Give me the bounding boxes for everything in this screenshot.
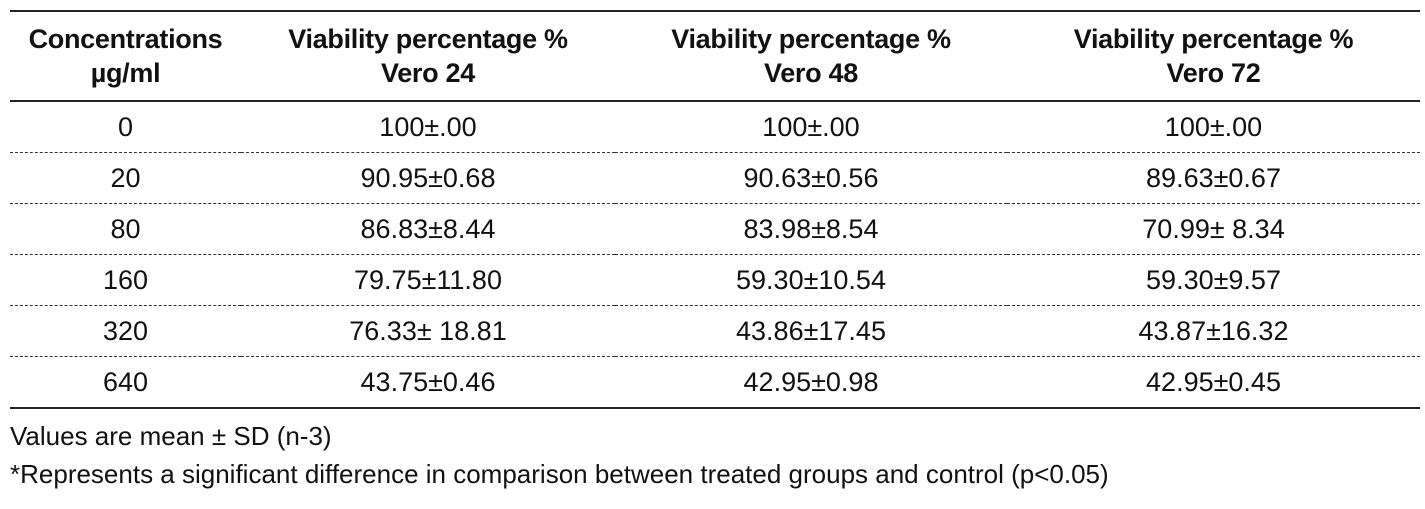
concentration-cell: 640 bbox=[10, 356, 241, 409]
vero-48-cell: 43.86±17.45 bbox=[615, 305, 1007, 357]
vero-48-cell: 90.63±0.56 bbox=[615, 152, 1007, 204]
header-line: Vero 24 bbox=[381, 58, 475, 88]
vero-48-cell: 100±.00 bbox=[615, 101, 1007, 153]
footnote-values: Values are mean ± SD (n-3) bbox=[10, 421, 332, 451]
vero-72-cell: 89.63±0.67 bbox=[1007, 152, 1420, 204]
table-row: 320 76.33± 18.81 43.86±17.45 43.87±16.32 bbox=[10, 305, 1420, 357]
vero-72-cell: 42.95±0.45 bbox=[1007, 356, 1420, 409]
vero-24-cell: 79.75±11.80 bbox=[241, 254, 615, 306]
header-line: Vero 48 bbox=[764, 58, 858, 88]
header-concentrations: Concentrations µg/ml bbox=[10, 11, 241, 101]
header-line: Viability percentage % bbox=[288, 24, 568, 54]
vero-24-cell: 86.83±8.44 bbox=[241, 203, 615, 255]
footnote-significance: *Represents a significant difference in … bbox=[10, 459, 1109, 489]
header-line: Concentrations bbox=[28, 24, 223, 54]
header-row: Concentrations µg/ml Viability percentag… bbox=[10, 11, 1420, 101]
vero-48-cell: 59.30±10.54 bbox=[615, 254, 1007, 306]
viability-table-document: Concentrations µg/ml Viability percentag… bbox=[10, 10, 1420, 493]
vero-24-cell: 43.75±0.46 bbox=[241, 356, 615, 409]
header-line: Vero 72 bbox=[1166, 58, 1261, 88]
table-row: 160 79.75±11.80 59.30±10.54 59.30±9.57 bbox=[10, 254, 1420, 306]
concentration-cell: 20 bbox=[10, 152, 241, 204]
concentration-cell: 0 bbox=[10, 101, 241, 153]
table-body: 0 100±.00 100±.00 100±.00 20 90.95±0.68 … bbox=[10, 101, 1420, 409]
header-line: µg/ml bbox=[90, 58, 161, 88]
vero-72-cell: 43.87±16.32 bbox=[1007, 305, 1420, 357]
table-row: 0 100±.00 100±.00 100±.00 bbox=[10, 101, 1420, 153]
concentration-cell: 80 bbox=[10, 203, 241, 255]
table-row: 80 86.83±8.44 83.98±8.54 70.99± 8.34 bbox=[10, 203, 1420, 255]
header-line: Viability percentage % bbox=[1073, 24, 1354, 54]
vero-24-cell: 76.33± 18.81 bbox=[241, 305, 615, 357]
table-header: Concentrations µg/ml Viability percentag… bbox=[10, 11, 1420, 101]
header-vero-72: Viability percentage % Vero 72 bbox=[1007, 11, 1420, 101]
viability-table: Concentrations µg/ml Viability percentag… bbox=[10, 10, 1420, 409]
table-footnotes: Values are mean ± SD (n-3) *Represents a… bbox=[10, 417, 1420, 493]
header-vero-48: Viability percentage % Vero 48 bbox=[615, 11, 1007, 101]
vero-72-cell: 59.30±9.57 bbox=[1007, 254, 1420, 306]
header-vero-24: Viability percentage % Vero 24 bbox=[241, 11, 615, 101]
concentration-cell: 320 bbox=[10, 305, 241, 357]
vero-24-cell: 100±.00 bbox=[241, 101, 615, 153]
vero-48-cell: 83.98±8.54 bbox=[615, 203, 1007, 255]
vero-48-cell: 42.95±0.98 bbox=[615, 356, 1007, 409]
table-row: 20 90.95±0.68 90.63±0.56 89.63±0.67 bbox=[10, 152, 1420, 204]
concentration-cell: 160 bbox=[10, 254, 241, 306]
vero-72-cell: 70.99± 8.34 bbox=[1007, 203, 1420, 255]
vero-24-cell: 90.95±0.68 bbox=[241, 152, 615, 204]
header-line: Viability percentage % bbox=[671, 24, 951, 54]
vero-72-cell: 100±.00 bbox=[1007, 101, 1420, 153]
table-row: 640 43.75±0.46 42.95±0.98 42.95±0.45 bbox=[10, 356, 1420, 409]
